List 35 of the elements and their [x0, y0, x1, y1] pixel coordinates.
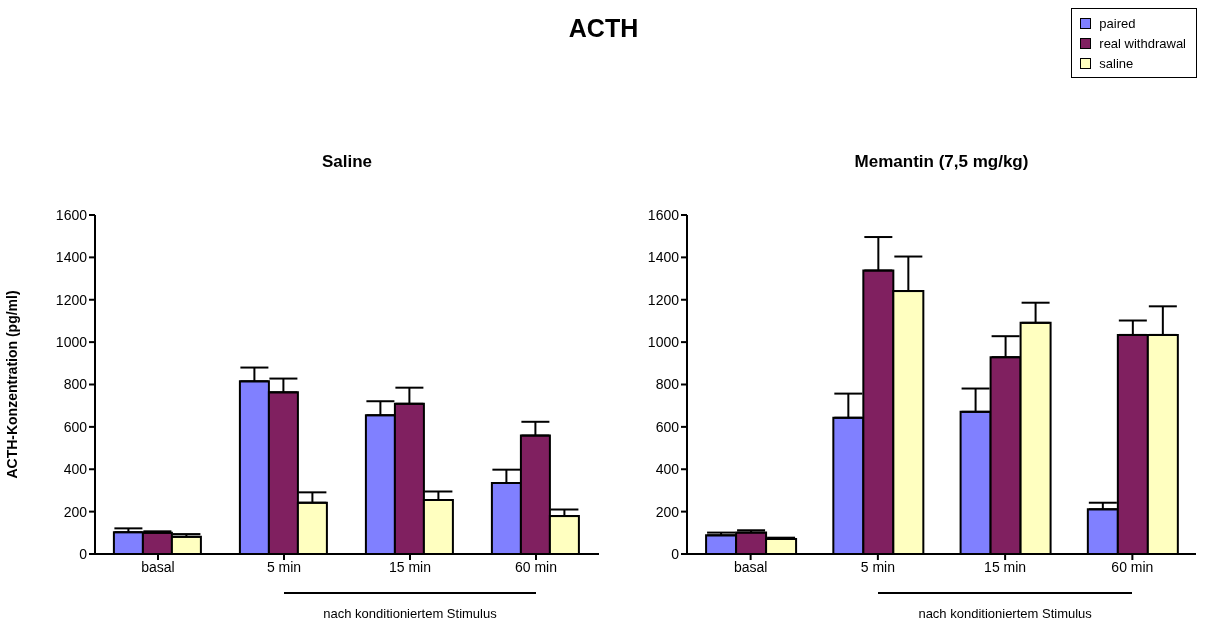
text: nach konditioniertem Stimulus — [917, 606, 1093, 621]
x-tick-label: basal — [141, 558, 175, 575]
y-tick-label: 800 — [63, 376, 88, 393]
y-tick-label: 400 — [63, 461, 88, 478]
y-tick-label: 200 — [63, 503, 88, 520]
y-tick-label: 400 — [655, 461, 680, 478]
x-tick-label: 60 min — [1111, 558, 1154, 575]
chart-title: Saline — [320, 152, 374, 172]
y-axis-title: ACTH-Konzentration (pg/ml) — [3, 290, 20, 479]
x-tick-label: 15 min — [388, 558, 432, 575]
y-tick-label: 1000 — [55, 334, 88, 351]
y-tick-label: 200 — [655, 503, 680, 520]
y-tick-label: 1600 — [55, 206, 88, 223]
y-tick-label: 800 — [655, 376, 680, 393]
y-tick-label: 1600 — [647, 206, 680, 223]
x-tick-label: 15 min — [984, 558, 1027, 575]
text: ACTH — [568, 14, 639, 42]
x-tick-label: basal — [733, 558, 768, 575]
y-tick-label: 600 — [655, 418, 680, 435]
legend-label: real withdrawal — [1099, 35, 1186, 51]
y-tick-label: 1200 — [647, 291, 680, 308]
legend-label: paired — [1099, 15, 1136, 31]
y-tick-label: 0 — [671, 545, 680, 562]
y-tick-label: 1400 — [647, 249, 680, 266]
x-tick-label: 5 min — [266, 558, 302, 575]
y-tick-label: 1000 — [647, 334, 680, 351]
y-tick-label: 1200 — [55, 291, 88, 308]
chart-title: Memantin (7,5 mg/kg) — [853, 152, 1030, 172]
x-tick-label: 5 min — [860, 558, 895, 575]
y-tick-label: 0 — [79, 545, 88, 562]
text: nach konditioniertem Stimulus — [322, 606, 498, 621]
y-tick-label: 1400 — [55, 249, 88, 266]
x-tick-label: 60 min — [514, 558, 558, 575]
y-tick-label: 600 — [63, 418, 88, 435]
legend-label: saline — [1099, 55, 1134, 71]
